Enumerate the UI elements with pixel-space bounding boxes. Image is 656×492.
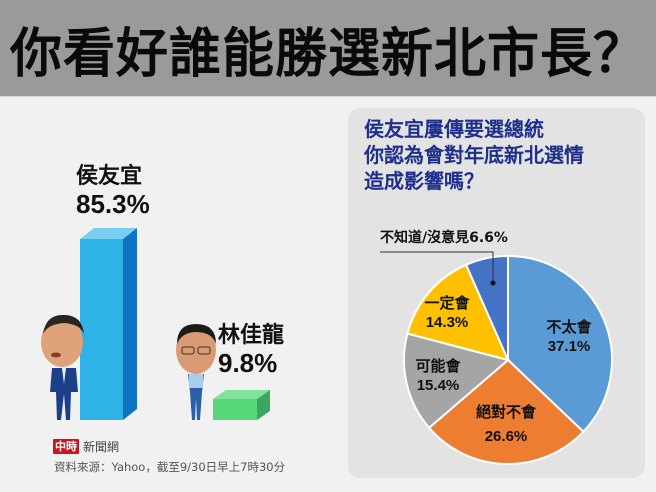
candidate-percent: 9.8% — [218, 347, 278, 378]
slice-name: 一定會 — [424, 294, 470, 312]
slice-label-not-really: 不太會 37.1% — [534, 318, 604, 356]
slice-percent: 15.4% — [416, 377, 460, 394]
candidate-name: 侯友宜 — [76, 164, 143, 189]
slice-percent: 37.1% — [547, 338, 591, 355]
logo-mark: 中時 — [53, 439, 79, 454]
bar-hou — [80, 228, 137, 420]
header-banner: 你看好誰能勝選新北市長？ — [0, 0, 656, 97]
candidate-label-hou: 侯友宜 85.3% — [76, 164, 150, 219]
slice-name: 絕對不會 — [475, 403, 536, 421]
slice-label-definitely-not: 絕對不會 26.6% — [460, 403, 552, 446]
slice-percent: 26.6% — [484, 428, 528, 445]
panel-title-line: 侯友宜屢傳要選總統 — [364, 117, 544, 141]
slice-name: 可能會 — [415, 357, 461, 375]
page-title: 你看好誰能勝選新北市長？ — [9, 23, 646, 85]
panel-title: 侯友宜屢傳要選總統 你認為會對年底新北選情 造成影響嗎？ — [364, 116, 584, 194]
candidate-name: 林佳龍 — [218, 323, 285, 348]
slice-label-definitely: 一定會 14.3% — [419, 294, 475, 332]
brand-logo: 中時 新聞網 — [53, 438, 119, 455]
candidate-percent: 85.3% — [76, 188, 150, 219]
source-note: 資料來源：Yahoo，截至9/30日早上7時30分 — [54, 460, 286, 474]
candidate-photo-hou — [41, 314, 84, 420]
slice-label-possibly: 可能會 15.4% — [410, 357, 466, 395]
logo-text: 新聞網 — [83, 440, 120, 454]
slice-name: 不太會 — [546, 318, 592, 336]
panel-title-line: 造成影響嗎？ — [364, 169, 484, 193]
candidate-photo-lin — [176, 324, 216, 420]
slice-percent: 14.3% — [425, 314, 469, 331]
callout-label-unknown: 不知道/沒意見6.6% — [380, 230, 508, 246]
panel-title-line: 你認為會對年底新北選情 — [364, 143, 584, 167]
candidate-label-lin: 林佳龍 9.8% — [218, 323, 285, 378]
bar-lin — [213, 390, 270, 420]
